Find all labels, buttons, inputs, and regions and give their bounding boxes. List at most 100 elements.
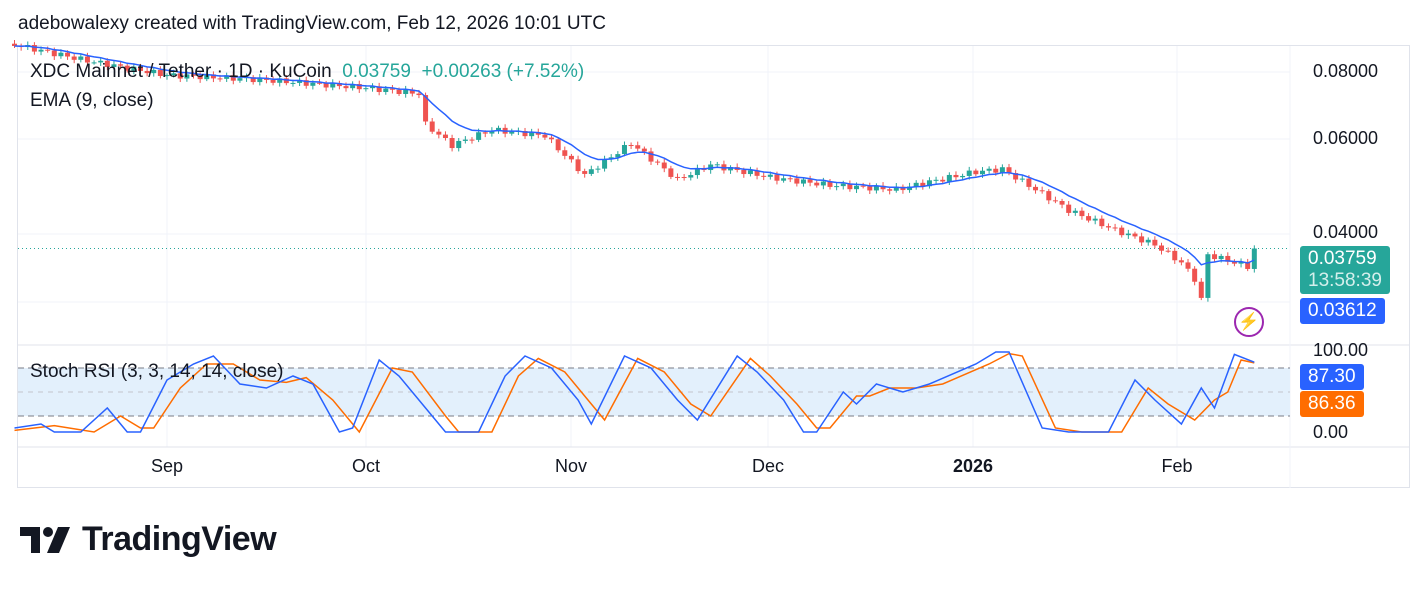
lightning-icon[interactable]: ⚡ bbox=[1234, 307, 1264, 337]
y-tick-label: 0.04000 bbox=[1313, 222, 1379, 242]
candle-body bbox=[1052, 200, 1058, 202]
candle-body bbox=[396, 89, 402, 95]
candle-body bbox=[303, 80, 309, 86]
candle-body bbox=[283, 78, 289, 84]
candle-body bbox=[542, 134, 548, 138]
candle-body bbox=[535, 131, 541, 135]
y-tick-label: 0.08000 bbox=[1313, 61, 1379, 81]
candle-body bbox=[290, 82, 296, 84]
candle-body bbox=[84, 56, 90, 63]
candle-body bbox=[827, 181, 833, 187]
ema-legend[interactable]: EMA (9, close) bbox=[30, 90, 154, 111]
candle-body bbox=[754, 170, 760, 176]
candle-body bbox=[51, 50, 57, 57]
candle-body bbox=[774, 174, 780, 181]
candle-body bbox=[1033, 186, 1039, 191]
candle-body bbox=[615, 154, 621, 158]
tradingview-logo[interactable]: TradingView bbox=[20, 520, 277, 559]
candle-body bbox=[960, 175, 966, 178]
candle-body bbox=[661, 162, 667, 169]
candle-body bbox=[1172, 250, 1178, 261]
candle-body bbox=[230, 75, 236, 81]
candle-body bbox=[310, 82, 316, 86]
candle-body bbox=[1125, 233, 1131, 236]
candle-body bbox=[814, 182, 820, 186]
candle-body bbox=[787, 178, 793, 180]
candle-body bbox=[800, 179, 806, 184]
candle-body bbox=[887, 189, 893, 191]
candle-body bbox=[204, 74, 210, 80]
candle-body bbox=[860, 185, 866, 187]
candle-body bbox=[1132, 233, 1138, 237]
candle-body bbox=[1139, 236, 1145, 243]
candle-body bbox=[1079, 210, 1085, 217]
candle-body bbox=[210, 74, 216, 79]
candle-body bbox=[184, 74, 190, 79]
candle-body bbox=[144, 70, 150, 74]
candle-body bbox=[270, 79, 276, 83]
candle-body bbox=[588, 169, 594, 174]
price-change: +0.00263 (+7.52%) bbox=[421, 61, 585, 82]
candle-body bbox=[157, 69, 163, 76]
candle-body bbox=[668, 168, 674, 177]
candle-body bbox=[509, 131, 515, 134]
candle-body bbox=[1238, 261, 1244, 264]
candle-body bbox=[416, 93, 422, 96]
candle-body bbox=[867, 186, 873, 191]
candle-body bbox=[973, 170, 979, 175]
candle-body bbox=[1059, 201, 1065, 205]
candle-body bbox=[847, 183, 853, 190]
candle-body bbox=[648, 151, 654, 162]
symbol-legend: XDC Mainnet / Tether · 1D · KuCoin 0.037… bbox=[30, 61, 584, 83]
candle-body bbox=[323, 82, 329, 88]
candle-body bbox=[1218, 255, 1224, 260]
candle-body bbox=[316, 82, 322, 84]
candle-body bbox=[1212, 254, 1218, 260]
candle-body bbox=[151, 69, 157, 74]
candle-body bbox=[933, 179, 939, 181]
candle-body bbox=[840, 183, 846, 187]
symbol-title[interactable]: XDC Mainnet / Tether · 1D · KuCoin bbox=[30, 61, 332, 82]
candle-body bbox=[675, 176, 681, 178]
k-value-tag: 87.30 bbox=[1300, 364, 1364, 390]
candle-body bbox=[946, 174, 952, 182]
candle-body bbox=[38, 49, 44, 52]
tradingview-logo-text: TradingView bbox=[82, 520, 277, 558]
candle-body bbox=[12, 43, 18, 47]
candle-body bbox=[834, 186, 840, 188]
candle-body bbox=[628, 145, 634, 147]
candle-body bbox=[529, 131, 535, 137]
candle-body bbox=[177, 73, 183, 79]
candle-body bbox=[462, 139, 468, 141]
candle-body bbox=[1251, 248, 1257, 269]
candle-body bbox=[820, 181, 826, 186]
ema-price-tag: 0.03612 bbox=[1300, 298, 1385, 324]
candle-body bbox=[91, 62, 97, 64]
candle-body bbox=[409, 89, 415, 94]
candle-body bbox=[575, 159, 581, 172]
candle-body bbox=[681, 177, 687, 179]
y-tick-label: 0.06000 bbox=[1313, 128, 1379, 148]
y-tick-label: 0.00 bbox=[1313, 422, 1349, 442]
candle-body bbox=[277, 78, 283, 83]
candle-body bbox=[104, 60, 110, 68]
stoch-d-line bbox=[14, 352, 1255, 434]
candle-body bbox=[363, 88, 369, 90]
candle-body bbox=[78, 56, 84, 60]
d-value-tag: 86.36 bbox=[1300, 391, 1364, 417]
stoch-legend[interactable]: Stoch RSI (3, 3, 14, 14, close) bbox=[30, 361, 284, 382]
candle-body bbox=[893, 186, 899, 191]
candle-body bbox=[966, 170, 972, 176]
candle-body bbox=[1019, 178, 1025, 180]
candle-body bbox=[621, 145, 627, 155]
candle-body bbox=[873, 185, 879, 191]
candle-body bbox=[496, 127, 501, 131]
candle-body bbox=[1072, 210, 1078, 213]
candle-body bbox=[655, 161, 661, 163]
candle-body bbox=[999, 167, 1005, 173]
candle-body bbox=[582, 171, 588, 174]
candle-body bbox=[940, 179, 946, 182]
chart-frame bbox=[17, 45, 1410, 488]
candle-body bbox=[1185, 262, 1191, 269]
